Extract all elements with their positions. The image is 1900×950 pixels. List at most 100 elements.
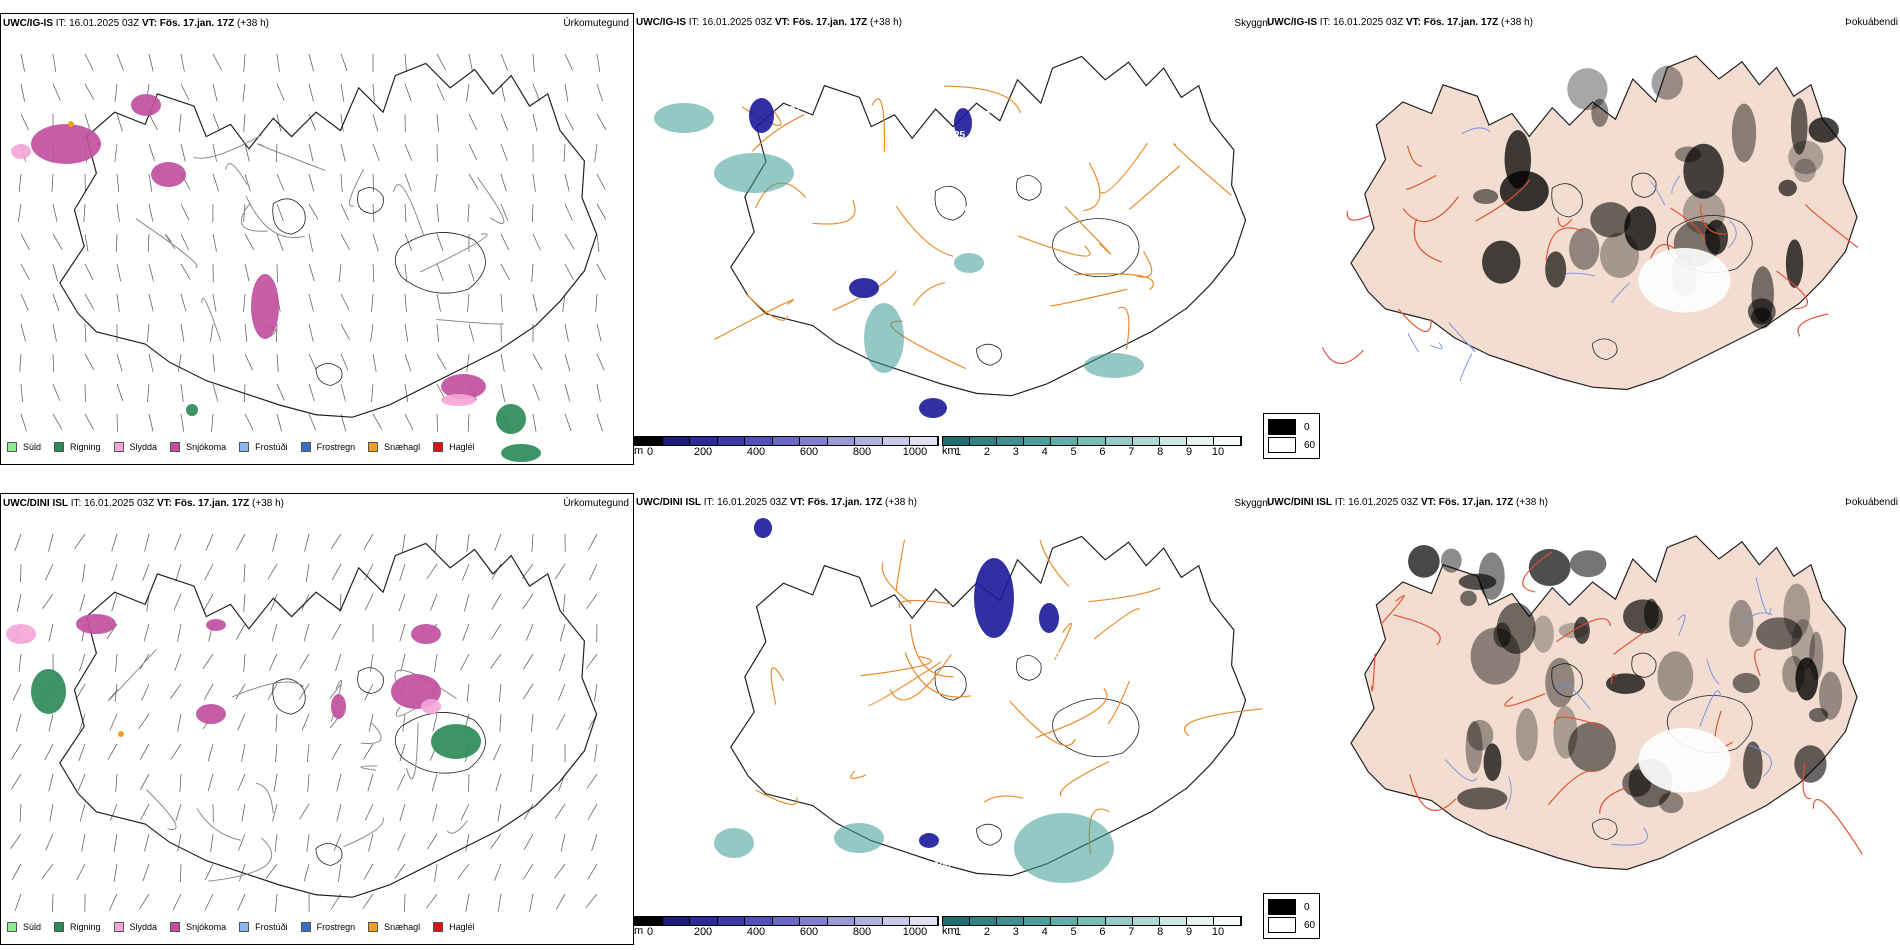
wind-barb (74, 533, 86, 549)
road-line (860, 656, 932, 677)
visibility-area (954, 253, 984, 273)
wind-barb (362, 893, 374, 910)
road-line (895, 539, 906, 591)
glacier-outline (272, 198, 306, 235)
rain-area (496, 404, 526, 434)
fog-legend-swatch (1268, 437, 1296, 453)
road-line (868, 661, 942, 706)
road-line (145, 789, 177, 830)
wind-barb (596, 233, 600, 252)
wind-barb (304, 533, 310, 552)
scale-cell (690, 917, 718, 925)
wind-barb (460, 803, 470, 821)
fog-patch (1818, 671, 1843, 720)
river-line (1461, 127, 1491, 135)
scale-tick-label: 600 (799, 926, 819, 938)
precip-type-map (11, 53, 607, 462)
wind-barb (522, 683, 534, 700)
legend-item: Snjókoma (170, 922, 226, 932)
visibility-area (849, 278, 879, 298)
fog-patch (1569, 227, 1600, 271)
scale-cell (1132, 917, 1160, 925)
fog-patch (1790, 98, 1808, 155)
scale-cell (1078, 917, 1106, 925)
wind-barb (564, 383, 571, 402)
legend-item: Frostúði (239, 922, 288, 932)
road-line (1059, 761, 1110, 797)
river-line (1755, 577, 1772, 615)
legend-label: Frostúði (255, 922, 288, 932)
wind-barb (557, 683, 566, 701)
wind-barb (333, 833, 342, 851)
wind-barb (173, 593, 182, 611)
wind-barb (404, 413, 414, 431)
scale-cell (662, 917, 691, 925)
wind-barb (308, 413, 317, 431)
precip-legend: Súld Rigning Slydda Snjókoma Frostúði Frostre… (7, 922, 488, 932)
wind-barb (340, 113, 344, 132)
wind-barb (531, 533, 534, 552)
wind-barb (212, 383, 219, 402)
wind-barb (340, 173, 343, 192)
wind-barb (142, 563, 150, 581)
wind-barb (52, 413, 63, 430)
scale-cell (635, 437, 663, 445)
wind-barb (148, 53, 154, 72)
wind-barb (308, 143, 314, 162)
wind-barb (10, 833, 22, 849)
wind-barb (212, 113, 221, 131)
scale-unit: km (942, 925, 957, 937)
scale-tick-label: 800 (852, 926, 872, 938)
fog-patch (1478, 552, 1505, 600)
road-line (898, 599, 953, 609)
wind-barb (532, 383, 540, 401)
wind-barb (457, 863, 470, 879)
road-line (1409, 774, 1457, 811)
glacier-outline (1052, 218, 1140, 278)
road-line (1776, 270, 1808, 310)
scale-cell (1213, 917, 1242, 925)
wind-barb (593, 683, 598, 702)
road-line (751, 113, 805, 152)
wind-barb (180, 863, 182, 883)
scale-tick-label: 200 (693, 446, 713, 458)
coastline (59, 62, 598, 418)
fog-patch (1795, 657, 1819, 701)
iceland-landmass (59, 542, 598, 898)
fog-patch (1794, 158, 1816, 183)
fog-patch (1482, 240, 1521, 284)
visibility-area (1014, 813, 1114, 883)
fog-legend-label: 0 (1304, 901, 1310, 913)
road-line (1670, 207, 1706, 242)
wind-barb (177, 623, 182, 642)
fog-legend-swatch (1268, 419, 1296, 435)
wind-barb (372, 353, 377, 372)
wind-barb (397, 833, 406, 851)
scale-cell (1186, 437, 1214, 445)
legend-swatch (170, 442, 181, 452)
wind-barb (596, 83, 603, 102)
scale-cell (800, 917, 828, 925)
wind-barb (404, 353, 412, 372)
wind-barb (467, 203, 470, 222)
wind-barb (116, 383, 124, 402)
wind-barb (399, 563, 406, 582)
river-line (1448, 322, 1476, 353)
wind-barb (499, 713, 502, 732)
wind-barb (372, 413, 383, 430)
wind-barb (148, 263, 154, 282)
legend-swatch (54, 442, 65, 452)
wind-barb (404, 173, 412, 191)
wind-barb (11, 773, 22, 790)
scale-ticks: 0 200 400 600 800 1000 (634, 926, 939, 940)
glacier-outline (315, 843, 343, 866)
visibility-value-label: 93 (1049, 690, 1061, 701)
scale-cell (1024, 437, 1052, 445)
wind-barb (244, 323, 248, 342)
wind-barb (596, 383, 601, 402)
scale-cell (1051, 437, 1079, 445)
precip-type-map (6, 533, 598, 913)
wind-barb (468, 173, 479, 190)
snow-area (31, 124, 101, 164)
wind-barb (51, 893, 54, 913)
